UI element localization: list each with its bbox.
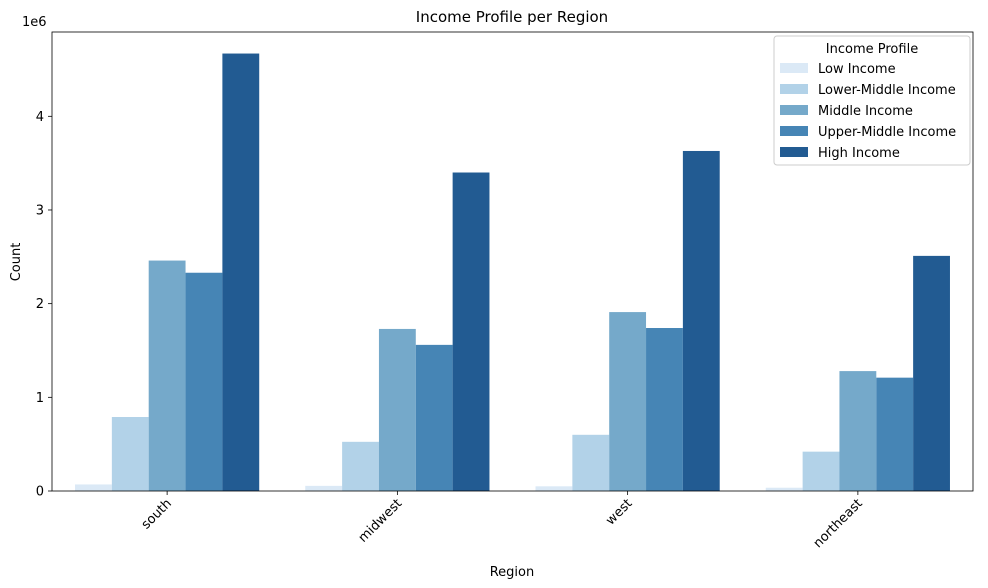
legend-swatch	[780, 105, 808, 115]
y-axis: 0 1 2 3 4	[36, 110, 52, 500]
legend-title: Income Profile	[826, 42, 918, 57]
bar-south-lower-middle-income	[111, 417, 149, 491]
bar-west-high-income	[682, 150, 720, 491]
bar-west-upper-middle-income	[646, 328, 683, 491]
bars-group	[75, 53, 950, 491]
legend: Income Profile Low Income Lower-Middle In…	[773, 35, 971, 166]
bar-south-upper-middle-income	[185, 272, 223, 491]
bar-south-low-income	[75, 484, 112, 491]
bar-midwest-lower-middle-income	[342, 441, 379, 491]
bar-northeast-upper-middle-income	[876, 377, 914, 491]
x-axis: south midwest west northeast	[139, 491, 866, 551]
legend-swatch	[780, 147, 808, 157]
x-axis-label: Region	[490, 565, 535, 580]
x-tick-label-northeast: northeast	[811, 496, 866, 551]
bar-midwest-low-income	[305, 485, 343, 491]
legend-swatch	[780, 63, 808, 73]
legend-label: Upper-Middle Income	[818, 125, 956, 140]
bar-northeast-middle-income	[839, 371, 877, 491]
chart-title: Income Profile per Region	[416, 8, 608, 26]
legend-label: High Income	[818, 146, 900, 161]
y-tick-label: 0	[36, 485, 44, 500]
y-tick-label: 3	[36, 203, 44, 218]
bar-west-low-income	[535, 486, 573, 491]
bar-south-middle-income	[148, 260, 186, 491]
legend-swatch	[780, 84, 808, 94]
x-tick-label-midwest: midwest	[356, 496, 406, 546]
bar-midwest-upper-middle-income	[415, 344, 453, 491]
bar-northeast-high-income	[913, 255, 950, 491]
legend-frame	[773, 35, 971, 166]
plot-frame	[51, 31, 974, 492]
bar-midwest-high-income	[452, 172, 490, 491]
x-tick-label-south: south	[139, 496, 175, 532]
y-offset-text: 1e6	[22, 15, 47, 30]
y-tick-label: 4	[36, 110, 44, 125]
bar-northeast-low-income	[765, 487, 803, 491]
legend-label: Low Income	[818, 62, 896, 77]
legend-label: Middle Income	[818, 104, 913, 119]
y-axis-label: Count	[9, 243, 24, 282]
legend-label: Lower-Middle Income	[818, 83, 956, 98]
x-tick-label-west: west	[603, 496, 635, 528]
bar-west-lower-middle-income	[572, 434, 610, 491]
bar-south-high-income	[222, 53, 260, 491]
bar-northeast-lower-middle-income	[802, 451, 840, 491]
legend-items: Low Income Lower-Middle Income Middle Inco…	[780, 62, 956, 161]
y-tick-label: 1	[36, 391, 44, 406]
legend-swatch	[780, 126, 808, 136]
bar-west-middle-income	[609, 312, 647, 491]
y-tick-label: 2	[36, 297, 44, 312]
bar-midwest-middle-income	[378, 328, 416, 491]
